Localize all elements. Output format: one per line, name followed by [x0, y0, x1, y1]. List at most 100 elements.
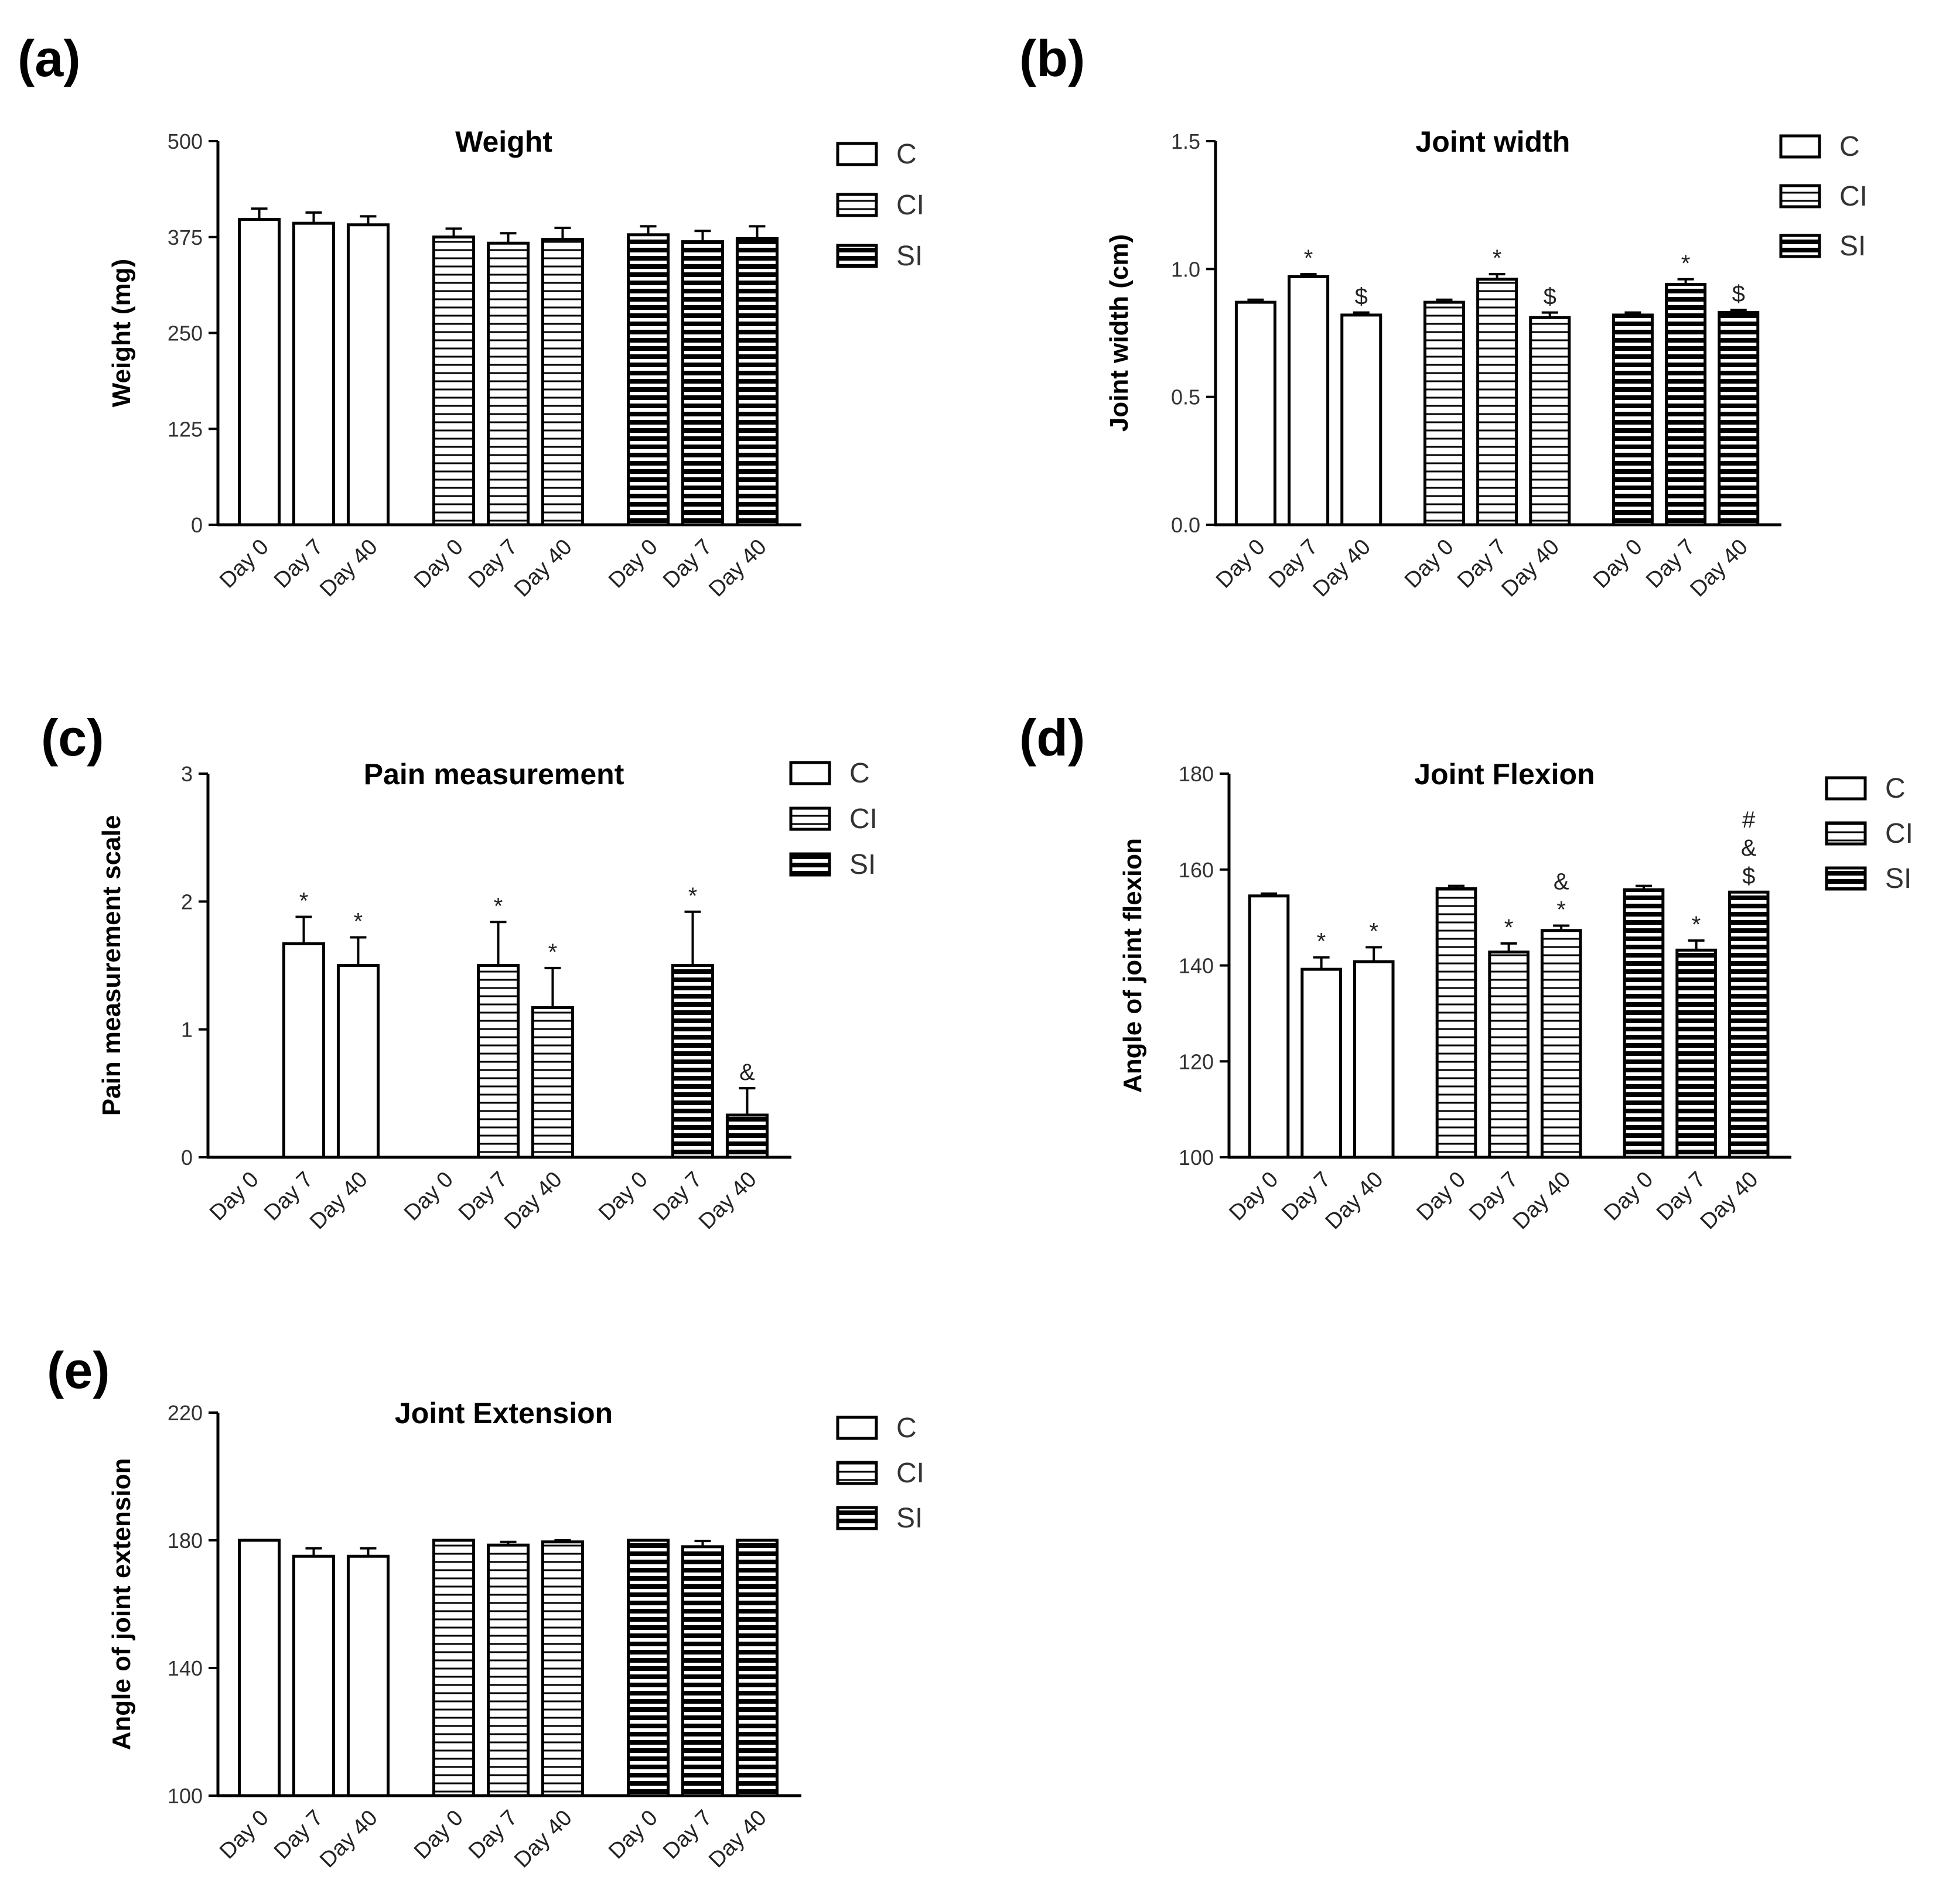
- panel-label: (b): [1019, 29, 1085, 87]
- y-tick-label: 1: [181, 1018, 193, 1042]
- x-tick-label: Day 0: [1400, 535, 1459, 593]
- x-tick-label: Day 0: [1224, 1167, 1283, 1226]
- bar: [346, 1554, 390, 1797]
- bar: [627, 233, 670, 527]
- bar: [1423, 300, 1465, 527]
- x-tick-label: Day 0: [205, 1167, 264, 1226]
- y-tick-label: 180: [1179, 762, 1214, 786]
- x-tick-label: Day 40: [1321, 1167, 1388, 1235]
- legend-swatch: [1779, 184, 1821, 208]
- significance-mark: *: [1556, 897, 1566, 923]
- significance-mark: *: [688, 883, 698, 909]
- bar: [1234, 300, 1276, 527]
- legend-swatch: [836, 142, 878, 166]
- bar: [1540, 929, 1582, 1159]
- y-tick-label: 140: [168, 1656, 203, 1680]
- y-axis-label: Angle of joint extension: [107, 1458, 136, 1751]
- panel-label: (c): [41, 709, 104, 767]
- legend-label: C: [1839, 131, 1860, 162]
- bar: [486, 1543, 530, 1797]
- x-tick-label: Day 40: [694, 1167, 762, 1235]
- x-tick-label: Day 0: [215, 535, 274, 593]
- bar: [1665, 283, 1707, 527]
- significance-mark: *: [299, 888, 309, 914]
- bar: [1248, 894, 1290, 1159]
- significance-mark: #: [1742, 807, 1756, 833]
- legend-swatch: [1779, 134, 1821, 159]
- y-tick-label: 1.0: [1171, 257, 1200, 281]
- x-tick-label: Day 40: [510, 1806, 577, 1873]
- y-tick-label: 140: [1179, 954, 1214, 978]
- x-tick-label: Day 0: [1589, 535, 1647, 593]
- bar: [1488, 951, 1530, 1159]
- x-tick-label: Day 40: [704, 1806, 771, 1873]
- bar: [1300, 968, 1342, 1159]
- bar: [531, 1006, 574, 1159]
- significance-mark: $: [1355, 284, 1368, 310]
- x-tick-label: Day 40: [1508, 1167, 1576, 1235]
- bar: [1476, 278, 1518, 527]
- y-tick-label: 120: [1179, 1050, 1214, 1074]
- chart-title: Weight: [455, 125, 552, 158]
- legend-swatch: [789, 852, 831, 877]
- y-tick-label: 500: [168, 129, 203, 153]
- x-tick-label: Day 40: [510, 535, 577, 602]
- bar: [1288, 275, 1330, 527]
- x-tick-label: Day 0: [409, 535, 468, 593]
- bar: [627, 1539, 670, 1797]
- x-tick-label: Day 40: [315, 535, 383, 602]
- bar: [292, 1554, 336, 1797]
- y-axis-label: Pain measurement scale: [97, 815, 126, 1116]
- bar: [541, 238, 584, 527]
- legend-swatch: [1825, 821, 1867, 846]
- y-tick-label: 375: [168, 225, 203, 249]
- legend-label: CI: [849, 804, 878, 835]
- y-tick-label: 220: [168, 1401, 203, 1425]
- y-tick-label: 125: [168, 417, 203, 441]
- bar: [671, 964, 715, 1159]
- panel-label: (a): [18, 29, 81, 87]
- legend-label: C: [896, 139, 917, 170]
- significance-mark: &: [1741, 835, 1757, 861]
- bar: [336, 964, 380, 1159]
- bar: [1728, 890, 1770, 1159]
- legend-label: SI: [1885, 863, 1911, 894]
- significance-mark: $: [1544, 284, 1556, 310]
- legend-swatch: [836, 1506, 878, 1530]
- y-tick-label: 3: [181, 762, 193, 786]
- bar: [486, 241, 530, 527]
- bar: [432, 1539, 476, 1797]
- significance-mark: *: [354, 908, 363, 934]
- legend-swatch: [1779, 234, 1821, 258]
- y-axis-label: Joint width (cm): [1105, 234, 1134, 432]
- y-tick-label: 180: [168, 1529, 203, 1553]
- x-tick-label: Day 40: [1308, 535, 1375, 602]
- y-axis-label: Angle of joint flexion: [1118, 838, 1147, 1093]
- bar: [1612, 313, 1654, 527]
- chart-title: Joint width: [1415, 125, 1570, 158]
- bar: [1718, 311, 1760, 527]
- bar: [725, 1113, 769, 1159]
- legend-swatch: [836, 244, 878, 268]
- chart-title: Joint Flexion: [1414, 758, 1595, 791]
- significance-mark: *: [1681, 251, 1691, 276]
- y-tick-label: 0.0: [1171, 513, 1200, 537]
- significance-mark: $: [1732, 281, 1745, 307]
- bar: [1353, 960, 1395, 1159]
- x-tick-label: Day 40: [315, 1806, 383, 1873]
- x-tick-label: Day 0: [1599, 1167, 1658, 1226]
- x-tick-label: Day 40: [704, 535, 771, 602]
- legend-label: SI: [849, 849, 876, 880]
- chart-title: Pain measurement: [364, 758, 624, 791]
- x-tick-label: Day 40: [500, 1167, 567, 1235]
- x-tick-label: Day 0: [604, 535, 663, 593]
- bar: [432, 235, 476, 527]
- significance-mark: *: [1504, 915, 1514, 941]
- bar: [282, 942, 326, 1159]
- significance-mark: *: [1304, 245, 1313, 271]
- bar: [292, 221, 336, 527]
- bar: [681, 1545, 725, 1797]
- y-tick-label: 250: [168, 322, 203, 346]
- x-tick-label: Day 0: [400, 1167, 458, 1226]
